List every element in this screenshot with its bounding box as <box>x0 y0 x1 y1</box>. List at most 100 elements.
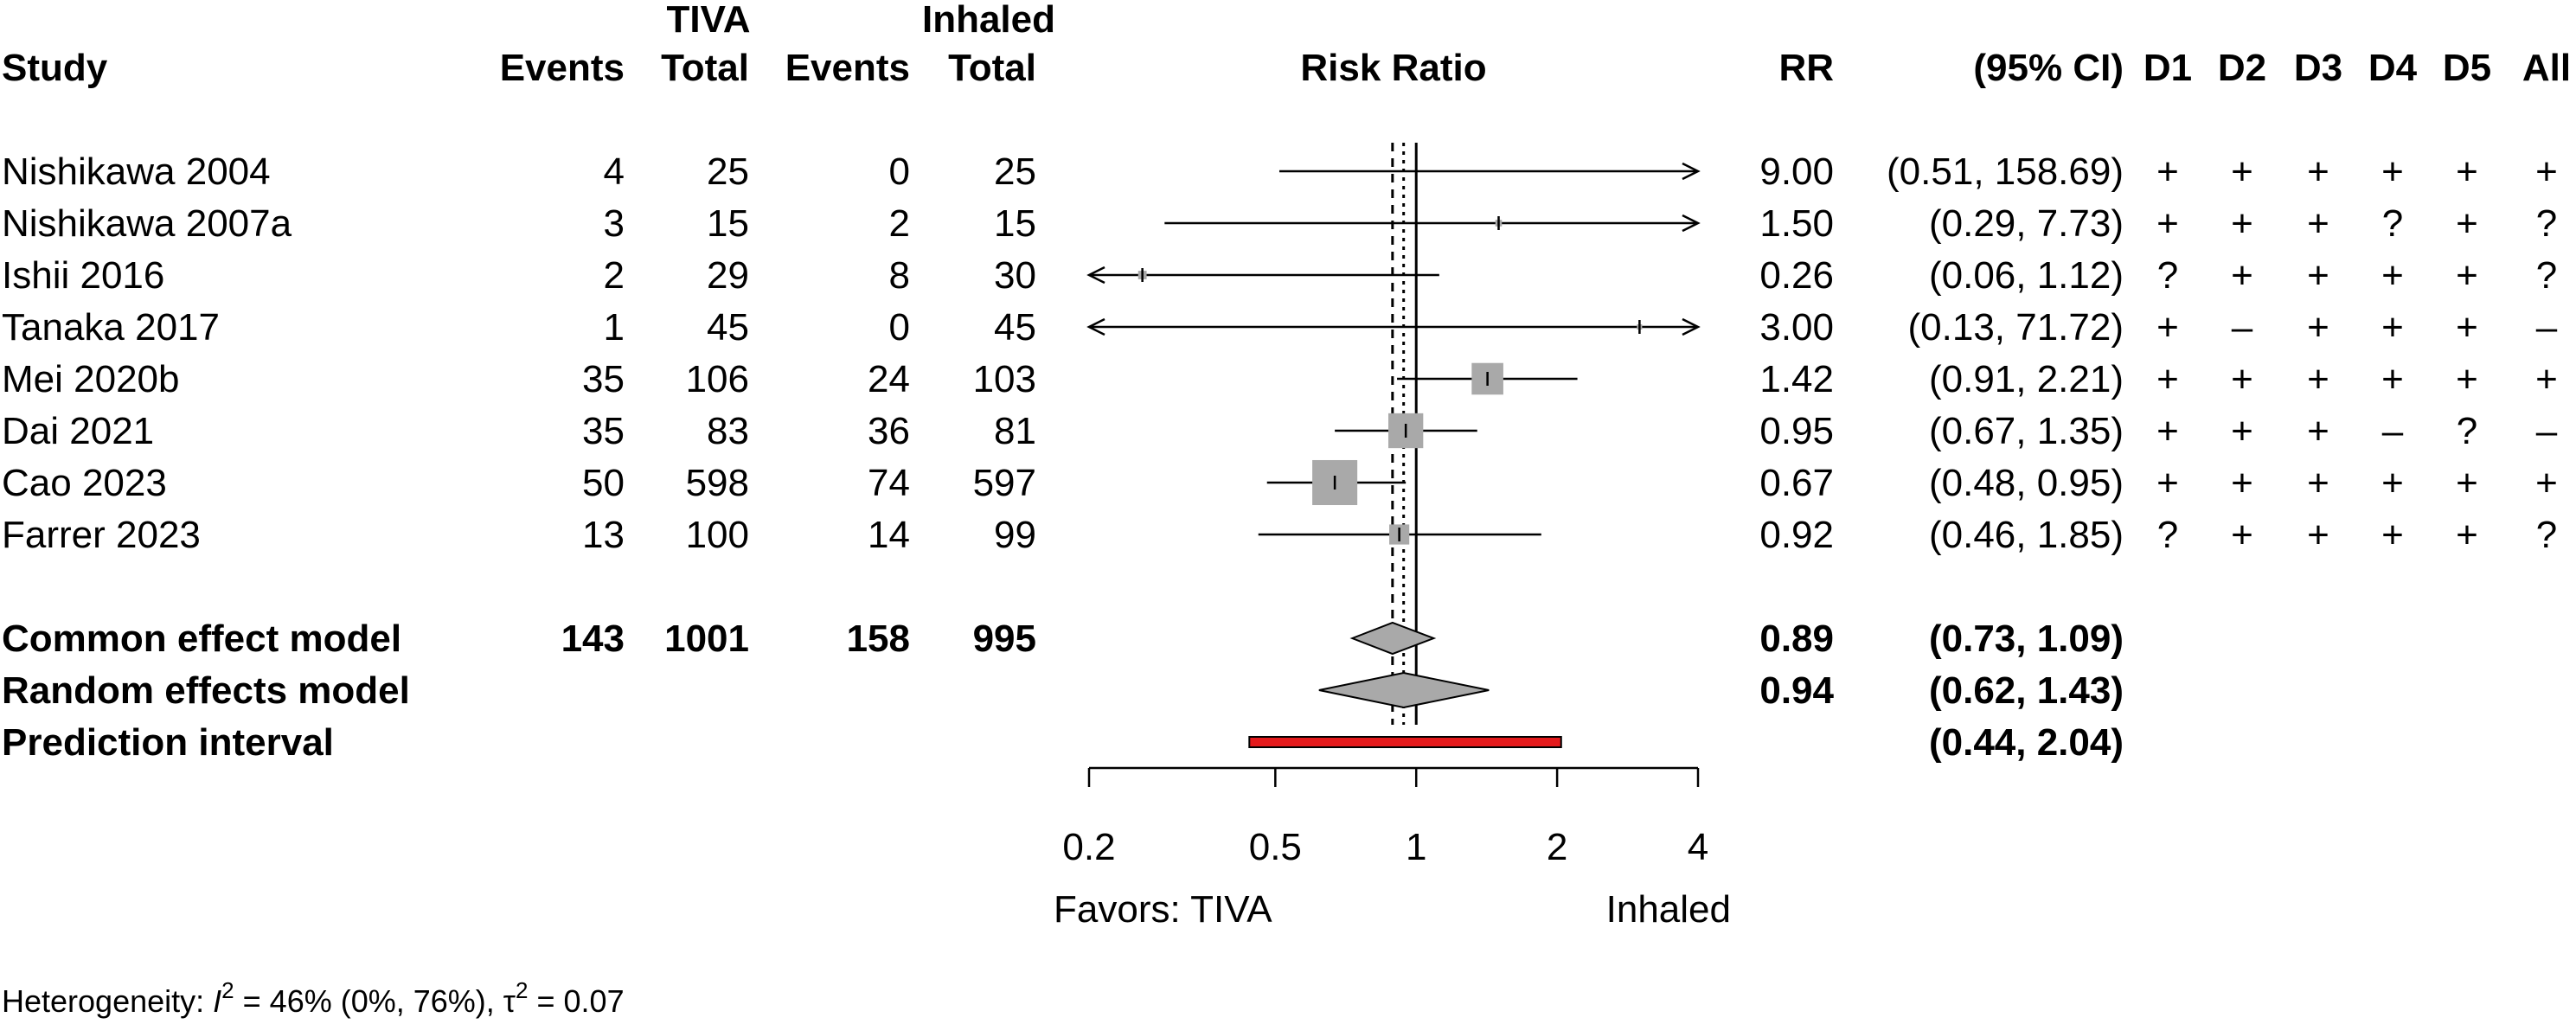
total2-value: 81 <box>994 410 1036 452</box>
domain-header-d5: D5 <box>2443 47 2491 89</box>
ci-value: (0.06, 1.12) <box>1929 254 2124 297</box>
domain-header-all: All <box>2522 47 2571 89</box>
total1-value: 598 <box>686 462 749 504</box>
events2-value: 14 <box>868 514 910 556</box>
x-tick-label: 0.5 <box>1249 826 1302 868</box>
rob-d3: + <box>2307 150 2329 193</box>
events2-value: 0 <box>889 150 910 193</box>
events1-column-header: Events <box>500 47 625 89</box>
events1-value: 2 <box>604 254 625 297</box>
rob-d4: + <box>2381 514 2404 556</box>
total1-value: 45 <box>707 306 749 349</box>
common-effect-label: Common effect model <box>2 618 401 660</box>
rob-d4: – <box>2382 410 2404 452</box>
prediction-interval-label: Prediction interval <box>2 721 334 764</box>
domain-header-d1: D1 <box>2143 47 2192 89</box>
events2-column-header: Events <box>785 47 910 89</box>
ci-value: (0.48, 0.95) <box>1929 462 2124 504</box>
ci-value: (0.29, 7.73) <box>1929 202 2124 245</box>
events1-value: 50 <box>582 462 625 504</box>
rob-d4: ? <box>2382 202 2403 245</box>
random-effects-diamond <box>1318 671 1490 709</box>
common-rr: 0.89 <box>1759 618 1834 660</box>
events1-value: 1 <box>604 306 625 349</box>
ci-value: (0.46, 1.85) <box>1929 514 2124 556</box>
common-total2: 995 <box>973 618 1036 660</box>
rob-d2: + <box>2231 202 2253 245</box>
group1-label: TIVA <box>667 0 751 41</box>
x-tick-label: 1 <box>1406 826 1426 868</box>
rob-d2: + <box>2231 254 2253 297</box>
total2-value: 15 <box>994 202 1036 245</box>
rob-d3: + <box>2307 254 2329 297</box>
ci-value: (0.51, 158.69) <box>1887 150 2124 193</box>
rob-d4: + <box>2381 358 2404 400</box>
study-name: Cao 2023 <box>2 462 167 504</box>
rob-d3: + <box>2307 202 2329 245</box>
rob-d4: + <box>2381 150 2404 193</box>
common-events2: 158 <box>847 618 910 660</box>
rob-d3: + <box>2307 358 2329 400</box>
rob-d1: + <box>2156 150 2179 193</box>
total2-value: 25 <box>994 150 1036 193</box>
events2-value: 36 <box>868 410 910 452</box>
rr-value: 0.67 <box>1759 462 1834 504</box>
events2-value: 2 <box>889 202 910 245</box>
rob-all: ? <box>2536 202 2557 245</box>
rob-d5: + <box>2456 358 2478 400</box>
rob-all: ? <box>2536 514 2557 556</box>
x-tick-label: 2 <box>1547 826 1567 868</box>
ci-arrow-left <box>1086 317 1105 336</box>
rob-d5: ? <box>2457 410 2477 452</box>
rob-d2: + <box>2231 410 2253 452</box>
rob-d3: + <box>2307 514 2329 556</box>
ci-value: (0.13, 71.72) <box>1908 306 2124 349</box>
rob-d2: + <box>2231 462 2253 504</box>
rob-d1: + <box>2156 410 2179 452</box>
ci-value: (0.91, 2.21) <box>1929 358 2124 400</box>
rob-d5: + <box>2456 306 2478 349</box>
domain-header-d2: D2 <box>2218 47 2266 89</box>
rob-all: + <box>2535 462 2558 504</box>
total1-value: 25 <box>707 150 749 193</box>
rr-value: 0.92 <box>1759 514 1834 556</box>
events1-value: 13 <box>582 514 625 556</box>
x-tick-label: 4 <box>1688 826 1708 868</box>
rob-d5: + <box>2456 202 2478 245</box>
rob-all: + <box>2535 150 2558 193</box>
total1-value: 15 <box>707 202 749 245</box>
total2-value: 30 <box>994 254 1036 297</box>
events2-value: 74 <box>868 462 910 504</box>
rr-value: 0.26 <box>1759 254 1834 297</box>
prediction-ci: (0.44, 2.04) <box>1929 721 2124 764</box>
random-ci: (0.62, 1.43) <box>1929 669 2124 712</box>
total1-value: 83 <box>707 410 749 452</box>
rr-column-header: RR <box>1778 47 1834 89</box>
x-label-left: Favors: TIVA <box>1054 888 1272 931</box>
prediction-interval-bar <box>1248 736 1562 748</box>
rob-d1: + <box>2156 462 2179 504</box>
domain-header-d3: D3 <box>2294 47 2342 89</box>
ci-arrow-left <box>1086 266 1105 285</box>
ci-arrow-right <box>1682 214 1701 233</box>
rob-d5: + <box>2456 514 2478 556</box>
rob-all: + <box>2535 358 2558 400</box>
rr-value: 0.95 <box>1759 410 1834 452</box>
events2-value: 0 <box>889 306 910 349</box>
total2-value: 597 <box>973 462 1036 504</box>
plot-title: Risk Ratio <box>1300 47 1486 89</box>
rob-d4: + <box>2381 306 2404 349</box>
rob-d1: ? <box>2157 514 2178 556</box>
study-name: Nishikawa 2004 <box>2 150 271 193</box>
events2-value: 8 <box>889 254 910 297</box>
rob-d2: – <box>2232 306 2253 349</box>
study-name: Ishii 2016 <box>2 254 164 297</box>
study-column-header: Study <box>2 47 108 89</box>
rob-d4: + <box>2381 462 2404 504</box>
random-rr: 0.94 <box>1759 669 1834 712</box>
ci-value: (0.67, 1.35) <box>1929 410 2124 452</box>
rr-value: 1.42 <box>1759 358 1834 400</box>
ci-arrow-right <box>1682 317 1701 336</box>
rob-d1: + <box>2156 306 2179 349</box>
total1-column-header: Total <box>661 47 749 89</box>
